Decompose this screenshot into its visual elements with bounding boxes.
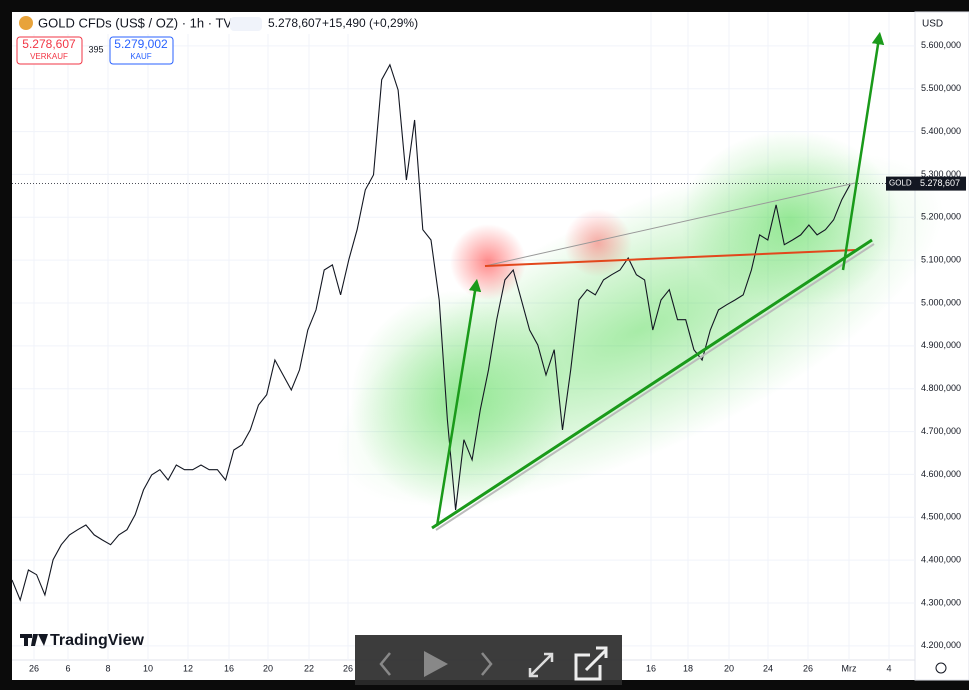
annotations bbox=[431, 31, 885, 531]
y-tick-label: 5.200,000 bbox=[921, 212, 961, 222]
sell-price: 5.278,607 bbox=[22, 37, 76, 51]
x-tick-label: 26 bbox=[803, 663, 813, 673]
x-tick-label: 16 bbox=[224, 663, 234, 673]
buy-price: 5.279,002 bbox=[114, 37, 168, 51]
settings-button[interactable] bbox=[935, 662, 947, 674]
header-price: 5.278,607 bbox=[268, 16, 322, 30]
x-tick-label: 18 bbox=[683, 663, 693, 673]
buy-button[interactable] bbox=[109, 36, 174, 65]
fullscreen-button[interactable] bbox=[528, 652, 554, 678]
prev-button[interactable] bbox=[379, 652, 391, 676]
y-tick-label: 5.600,000 bbox=[921, 40, 961, 50]
y-tick-label: 4.600,000 bbox=[921, 469, 961, 479]
y-tick-label: 4.400,000 bbox=[921, 555, 961, 565]
x-tick-label: 26 bbox=[29, 663, 39, 673]
price-axis bbox=[914, 11, 969, 681]
x-tick-label: Mrz bbox=[842, 663, 857, 673]
annotation-glow bbox=[336, 130, 944, 510]
x-tick-label: 20 bbox=[263, 663, 273, 673]
last-price-label: 5.278,607 bbox=[920, 178, 960, 188]
x-tick-label: 22 bbox=[304, 663, 314, 673]
x-tick-label: 24 bbox=[763, 663, 773, 673]
sell-button[interactable] bbox=[16, 36, 83, 65]
play-button[interactable] bbox=[424, 651, 448, 677]
sell-label: VERKAUF bbox=[30, 52, 68, 61]
buy-label: KAUF bbox=[130, 52, 151, 61]
symbol-title: GOLD CFDs (US$ / OZ) · 1h · TVC bbox=[38, 15, 241, 30]
logo-text: TradingView bbox=[50, 632, 145, 649]
y-tick-label: 5.000,000 bbox=[921, 297, 961, 307]
x-tick-label: 12 bbox=[183, 663, 193, 673]
symbol-icon bbox=[19, 16, 33, 30]
y-tick-label: 5.400,000 bbox=[921, 126, 961, 136]
indicator-badge bbox=[230, 17, 262, 31]
y-tick-label: 4.700,000 bbox=[921, 426, 961, 436]
bottom-toolbar bbox=[355, 635, 622, 685]
y-tick-label: 4.900,000 bbox=[921, 340, 961, 350]
popout-button[interactable] bbox=[574, 646, 608, 681]
x-tick-label: 8 bbox=[105, 663, 110, 673]
y-tick-label: 4.200,000 bbox=[921, 640, 961, 650]
y-tick-label: 4.300,000 bbox=[921, 597, 961, 607]
y-tick-label: 5.300,000 bbox=[921, 169, 961, 179]
last-price-tag bbox=[886, 176, 966, 191]
x-tick-label: 26 bbox=[343, 663, 353, 673]
last-price-name: GOLD bbox=[889, 179, 912, 188]
price-line bbox=[11, 63, 851, 602]
header-bg bbox=[12, 12, 362, 34]
x-tick-label: 6 bbox=[65, 663, 70, 673]
x-tick-label: 20 bbox=[724, 663, 734, 673]
y-tick-label: 5.100,000 bbox=[921, 255, 961, 265]
x-tick-label: 16 bbox=[646, 663, 656, 673]
x-tick-label: 10 bbox=[143, 663, 153, 673]
y-tick-label: 5.500,000 bbox=[921, 83, 961, 93]
spread: 395 bbox=[88, 44, 103, 54]
x-tick-label: 4 bbox=[886, 663, 891, 673]
header-change: +15,490 (+0,29%) bbox=[322, 16, 418, 30]
currency: USD bbox=[922, 19, 943, 30]
y-tick-label: 4.500,000 bbox=[921, 512, 961, 522]
y-tick-label: 4.800,000 bbox=[921, 383, 961, 393]
logo-mark bbox=[20, 634, 48, 646]
next-button[interactable] bbox=[481, 652, 493, 676]
